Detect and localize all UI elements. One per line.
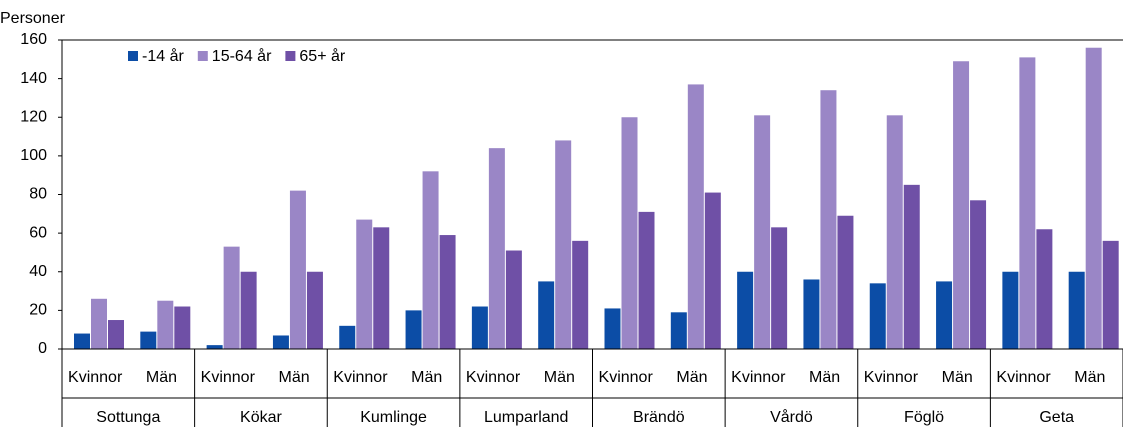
bar bbox=[471, 306, 488, 349]
x-tick-label: Män bbox=[809, 369, 840, 386]
x-tick-label: Män bbox=[1074, 369, 1105, 386]
bar bbox=[488, 148, 505, 349]
y-tick-label: 80 bbox=[29, 186, 47, 203]
group-label: Brändö bbox=[633, 409, 685, 426]
group-label: Kumlinge bbox=[360, 409, 427, 426]
x-tick-label: Män bbox=[146, 369, 177, 386]
bar bbox=[1036, 229, 1053, 349]
bar bbox=[505, 250, 522, 349]
bar bbox=[572, 240, 589, 349]
bar bbox=[91, 298, 107, 349]
group-label: Sottunga bbox=[96, 409, 160, 426]
bar bbox=[538, 281, 555, 349]
bar bbox=[837, 215, 854, 349]
x-tick-label: Män bbox=[279, 369, 310, 386]
bar bbox=[638, 211, 655, 349]
x-tick-label: Kvinnor bbox=[731, 369, 786, 386]
x-tick-label: Kvinnor bbox=[864, 369, 919, 386]
x-tick-label: Kvinnor bbox=[201, 369, 256, 386]
x-tick-label: Kvinnor bbox=[466, 369, 521, 386]
y-tick-label: 0 bbox=[38, 340, 47, 357]
bar bbox=[1102, 240, 1119, 349]
bar bbox=[289, 190, 306, 349]
bar bbox=[737, 271, 754, 349]
legend-swatch bbox=[285, 51, 296, 61]
bar bbox=[108, 320, 124, 349]
bar bbox=[206, 345, 223, 349]
bar bbox=[140, 331, 157, 349]
bar bbox=[272, 335, 289, 349]
bar bbox=[339, 325, 356, 349]
x-tick-label: Kvinnor bbox=[599, 369, 654, 386]
bar bbox=[422, 171, 439, 349]
y-tick-label: 100 bbox=[20, 147, 47, 164]
bar bbox=[157, 300, 174, 349]
x-tick-label: Kvinnor bbox=[333, 369, 388, 386]
y-tick-label: 120 bbox=[20, 108, 47, 125]
legend-swatch bbox=[197, 51, 208, 61]
group-label: Geta bbox=[1039, 409, 1074, 426]
bar bbox=[869, 283, 886, 349]
bar bbox=[1002, 271, 1019, 349]
bar bbox=[439, 235, 456, 349]
x-tick-label: Män bbox=[676, 369, 707, 386]
y-tick-label: 160 bbox=[20, 31, 47, 48]
bar bbox=[670, 312, 687, 349]
group-label: Lumparland bbox=[484, 409, 569, 426]
bar bbox=[373, 227, 390, 349]
y-tick-label: 60 bbox=[29, 224, 47, 241]
bar bbox=[74, 333, 90, 349]
bar bbox=[621, 117, 638, 349]
bar bbox=[1068, 271, 1085, 349]
bar bbox=[886, 115, 903, 349]
x-tick-label: Män bbox=[942, 369, 973, 386]
bar bbox=[754, 115, 771, 349]
bar bbox=[936, 281, 953, 349]
bar bbox=[687, 84, 704, 349]
x-tick-label: Män bbox=[411, 369, 442, 386]
legend-label: 15-64 år bbox=[212, 47, 272, 65]
legend-label: -14 år bbox=[142, 47, 184, 65]
bar bbox=[1085, 47, 1102, 349]
bar bbox=[820, 90, 837, 350]
y-tick-label: 20 bbox=[29, 302, 47, 319]
bar bbox=[604, 308, 621, 349]
bar bbox=[953, 61, 970, 350]
group-label: Kökar bbox=[240, 409, 282, 426]
x-tick-label: Män bbox=[544, 369, 575, 386]
bar bbox=[223, 246, 240, 349]
bar bbox=[970, 200, 987, 349]
group-label: Föglö bbox=[904, 409, 944, 426]
bar bbox=[356, 219, 373, 349]
group-label: Vårdö bbox=[770, 408, 813, 426]
legend-swatch bbox=[128, 51, 138, 61]
bar bbox=[704, 192, 721, 349]
bar bbox=[174, 306, 191, 349]
bar bbox=[240, 271, 257, 349]
legend-label: 65+ år bbox=[299, 47, 345, 65]
bar bbox=[306, 271, 323, 349]
bar bbox=[555, 140, 572, 349]
y-tick-label: 140 bbox=[20, 70, 47, 87]
bar bbox=[1019, 57, 1036, 349]
y-tick-label: 40 bbox=[29, 263, 47, 280]
bar bbox=[771, 227, 788, 349]
y-axis-label: Personer bbox=[0, 10, 66, 27]
bar bbox=[903, 184, 920, 349]
x-tick-label: Kvinnor bbox=[996, 369, 1051, 386]
bar bbox=[803, 279, 820, 349]
bar bbox=[405, 310, 422, 349]
x-tick-label: Kvinnor bbox=[68, 369, 123, 386]
